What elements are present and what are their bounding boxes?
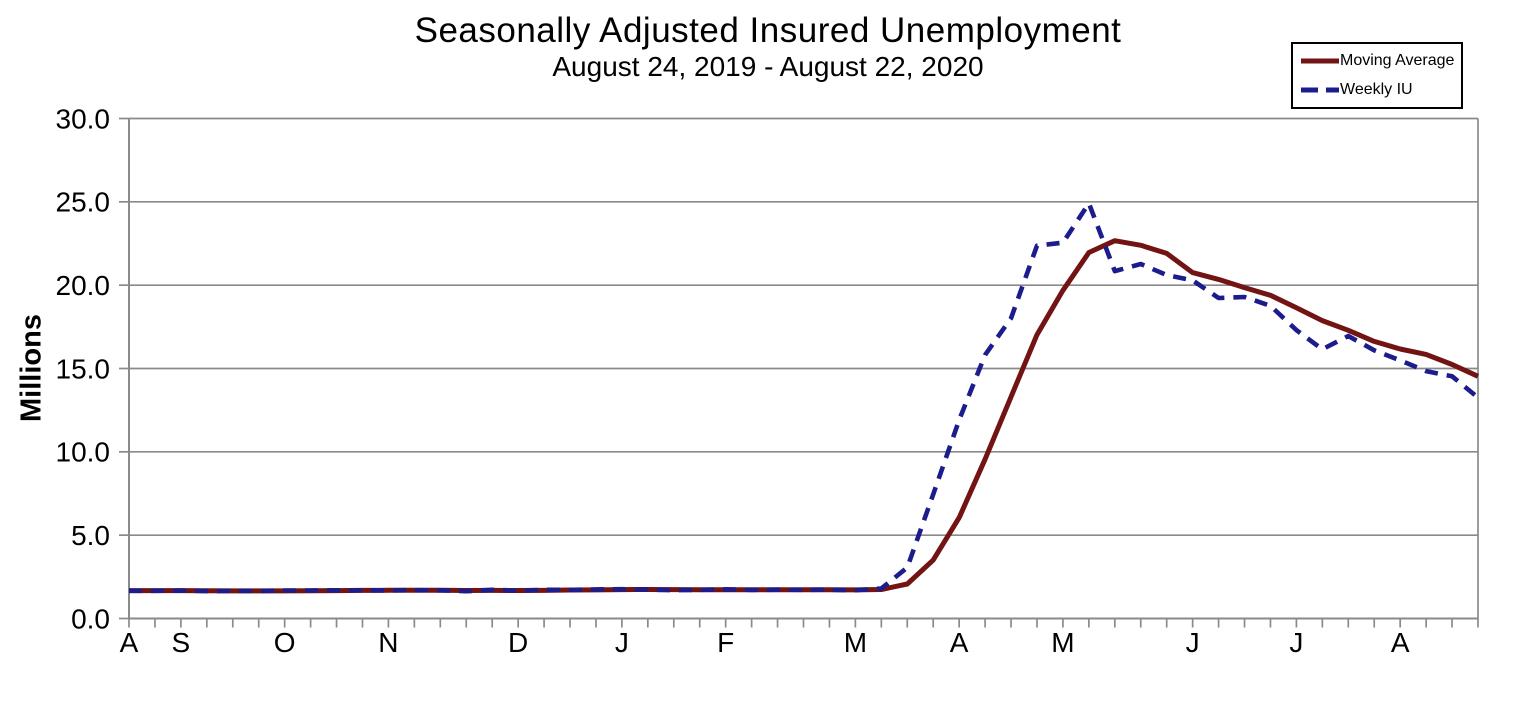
y-tick-label: 30.0 [56, 103, 111, 134]
weekly-iu-line [129, 201, 1480, 594]
legend-label-moving-average: Moving Average [1340, 52, 1455, 69]
y-tick-label: 20.0 [56, 270, 111, 301]
legend-item-weekly-iu: Weekly IU [1301, 82, 1461, 98]
y-tick-label: 25.0 [56, 187, 111, 218]
legend-label-weekly-iu: Weekly IU [1340, 81, 1413, 98]
y-tick-label: 0.0 [71, 603, 110, 634]
chart-subtitle: August 24, 2019 - August 22, 2020 [552, 51, 984, 82]
x-month-label: J [1289, 627, 1303, 658]
x-month-label: F [717, 627, 734, 658]
x-month-label: O [274, 627, 296, 658]
weekly-iu-line-swatch [1301, 87, 1339, 93]
x-month-label: J [615, 627, 629, 658]
legend-box: Moving Average Weekly IU [1291, 42, 1463, 109]
x-month-label: A [950, 627, 969, 658]
x-month-label: S [172, 627, 191, 658]
y-tick-label: 5.0 [71, 520, 110, 551]
moving-average-line-swatch [1301, 58, 1339, 64]
x-month-label: N [378, 627, 398, 658]
moving-average-line [129, 238, 1480, 594]
x-month-label: A [120, 627, 139, 658]
x-month-label: J [1186, 627, 1200, 658]
x-month-label: D [508, 627, 528, 658]
x-month-label: A [1391, 627, 1410, 658]
y-tick-label: 15.0 [56, 353, 111, 384]
x-month-label: M [844, 627, 867, 658]
x-month-label: M [1051, 627, 1074, 658]
legend-item-moving-average: Moving Average [1301, 53, 1461, 69]
chart-title: Seasonally Adjusted Insured Unemployment [414, 11, 1122, 50]
y-tick-label: 10.0 [56, 437, 111, 468]
